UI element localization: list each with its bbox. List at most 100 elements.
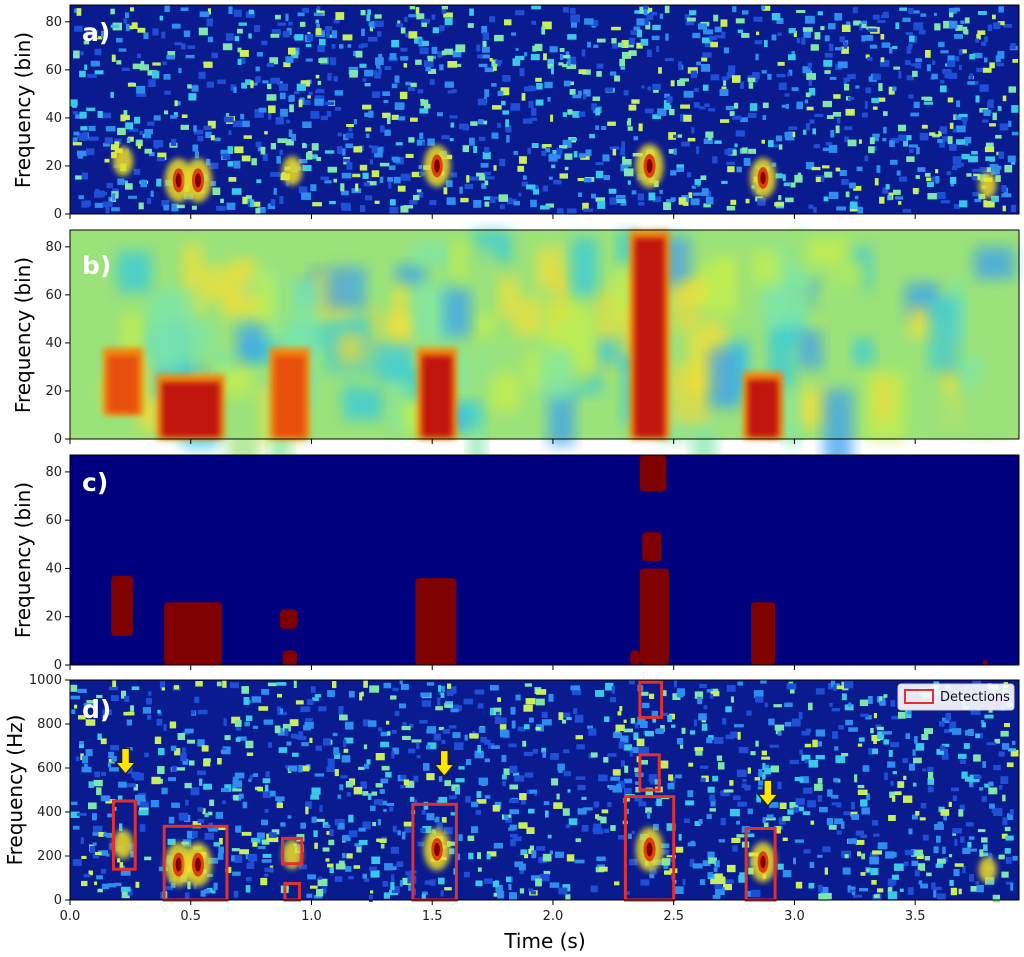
noise-cell — [178, 812, 188, 821]
noise-cell — [774, 724, 785, 731]
noise-cell — [809, 119, 815, 124]
noise-cell — [704, 40, 713, 48]
noise-cell — [389, 206, 399, 215]
noise-cell — [171, 802, 180, 808]
noise-cell — [493, 165, 497, 171]
noise-cell — [392, 687, 399, 692]
noise-cell — [970, 848, 977, 852]
call-hotspot-peak — [434, 842, 440, 857]
noise-cell — [806, 73, 816, 80]
noise-cell — [402, 831, 406, 840]
noise-cell — [110, 24, 120, 28]
noise-cell — [921, 124, 928, 129]
noise-cell — [709, 794, 715, 802]
noise-cell — [491, 745, 500, 749]
noise-cell — [876, 165, 881, 173]
noise-cell — [616, 783, 622, 789]
noise-cell — [810, 820, 815, 825]
noise-cell — [612, 785, 623, 793]
noise-cell — [446, 689, 454, 696]
noise-cell — [635, 781, 641, 785]
noise-cell — [538, 856, 547, 864]
noise-cell — [352, 173, 361, 178]
noise-cell — [844, 136, 849, 143]
noise-cell — [941, 753, 949, 760]
noise-cell — [879, 196, 885, 204]
noise-cell — [602, 154, 610, 162]
noise-cell — [144, 148, 152, 154]
noise-cell — [501, 774, 507, 780]
noise-cell — [578, 153, 586, 159]
noise-cell — [710, 691, 720, 697]
noise-cell — [741, 783, 747, 788]
noise-cell — [512, 836, 522, 842]
noise-cell — [836, 206, 846, 211]
noise-cell — [477, 745, 481, 753]
noise-cell — [522, 740, 527, 747]
noise-cell — [233, 160, 241, 169]
noise-cell — [958, 753, 967, 759]
noise-cell — [164, 90, 171, 95]
ytick-label: 40 — [45, 336, 62, 351]
noise-cell — [182, 747, 186, 754]
noise-cell — [298, 765, 303, 773]
noise-cell — [324, 824, 331, 828]
noise-cell — [805, 15, 815, 24]
noise-cell — [111, 756, 117, 763]
noise-cell — [475, 880, 483, 887]
noise-cell — [73, 50, 80, 59]
noise-cell — [799, 776, 809, 784]
noise-cell — [217, 758, 222, 765]
noise-cell — [1003, 24, 1013, 28]
noise-cell — [812, 128, 816, 135]
noise-cell — [94, 48, 102, 56]
noise-cell — [774, 202, 784, 207]
noise-cell — [969, 874, 974, 882]
noise-cell — [664, 93, 670, 98]
noise-cell — [664, 104, 672, 110]
noise-cell — [258, 107, 267, 113]
noise-cell — [96, 694, 103, 699]
noise-cell — [360, 691, 364, 697]
noise-cell — [403, 63, 408, 68]
noise-cell — [563, 80, 571, 87]
noise-cell — [287, 815, 292, 819]
noise-cell — [438, 685, 442, 692]
noise-cell — [458, 766, 465, 770]
noise-cell — [993, 22, 1001, 30]
call-hotspot — [113, 146, 134, 176]
noise-cell — [526, 827, 535, 834]
panel-a-speckle — [70, 5, 1019, 215]
noise-cell — [506, 135, 510, 143]
noise-cell — [845, 191, 850, 198]
noise-cell — [484, 67, 495, 73]
noise-cell — [991, 806, 995, 814]
noise-cell — [117, 127, 126, 136]
noise-cell — [504, 19, 512, 26]
noise-cell — [254, 111, 264, 118]
noise-cell — [298, 731, 304, 738]
noise-cell — [128, 195, 137, 199]
noise-cell — [428, 68, 437, 74]
noise-cell — [123, 18, 128, 24]
noise-cell — [116, 60, 122, 65]
noise-cell — [685, 800, 695, 806]
noise-cell — [563, 771, 572, 777]
noise-cell — [624, 765, 629, 773]
noise-cell — [668, 774, 674, 781]
noise-cell — [744, 833, 755, 838]
noise-cell — [371, 21, 376, 29]
noise-cell — [744, 784, 751, 791]
noise-cell — [912, 188, 919, 195]
noise-cell — [581, 796, 587, 800]
noise-cell — [549, 46, 558, 53]
noise-cell — [904, 60, 911, 66]
noise-cell — [993, 808, 1003, 816]
noise-cell — [799, 749, 803, 755]
noise-cell — [668, 132, 676, 140]
noise-cell — [945, 712, 952, 721]
noise-cell — [108, 686, 118, 691]
mask-region — [642, 532, 662, 562]
noise-cell — [288, 129, 293, 138]
